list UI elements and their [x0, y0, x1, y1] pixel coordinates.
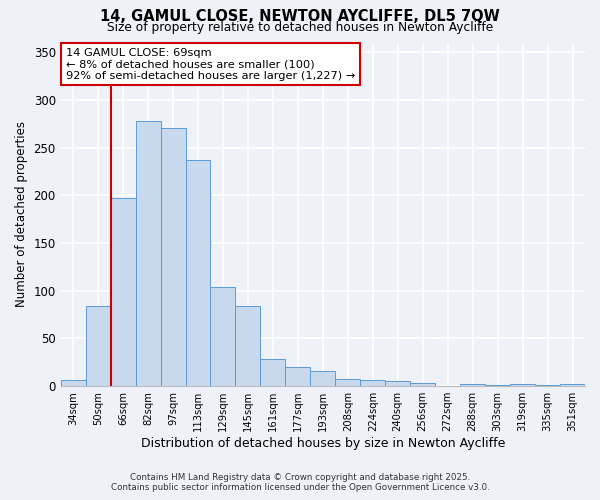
Bar [510, 384, 535, 386]
Bar [110, 198, 136, 386]
Y-axis label: Number of detached properties: Number of detached properties [15, 122, 28, 308]
Bar [310, 371, 335, 386]
Bar [211, 287, 235, 386]
Bar [86, 306, 110, 386]
Bar [286, 367, 310, 386]
Bar [335, 378, 360, 386]
Bar [460, 384, 485, 386]
Bar [235, 306, 260, 386]
Text: 14 GAMUL CLOSE: 69sqm
← 8% of detached houses are smaller (100)
92% of semi-deta: 14 GAMUL CLOSE: 69sqm ← 8% of detached h… [66, 48, 355, 81]
Bar [260, 358, 286, 386]
Bar [360, 380, 385, 386]
Bar [161, 128, 185, 386]
Bar [560, 384, 585, 386]
Text: 14, GAMUL CLOSE, NEWTON AYCLIFFE, DL5 7QW: 14, GAMUL CLOSE, NEWTON AYCLIFFE, DL5 7Q… [100, 9, 500, 24]
Text: Contains HM Land Registry data © Crown copyright and database right 2025.
Contai: Contains HM Land Registry data © Crown c… [110, 473, 490, 492]
Bar [410, 384, 435, 386]
X-axis label: Distribution of detached houses by size in Newton Aycliffe: Distribution of detached houses by size … [140, 437, 505, 450]
Bar [61, 380, 86, 386]
Text: Size of property relative to detached houses in Newton Aycliffe: Size of property relative to detached ho… [107, 22, 493, 35]
Bar [185, 160, 211, 386]
Bar [136, 121, 161, 386]
Bar [385, 382, 410, 386]
